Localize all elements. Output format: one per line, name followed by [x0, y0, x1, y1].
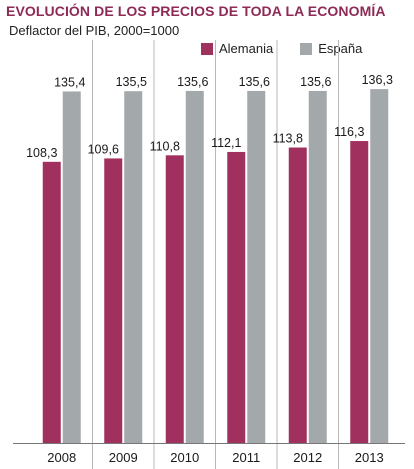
x-tick-label-2008: 2008: [47, 450, 76, 465]
bar-espana-2010: [185, 90, 204, 443]
x-tick-label-2010: 2010: [170, 450, 199, 465]
chart-subtitle: Deflactor del PIB, 2000=1000: [9, 23, 180, 38]
legend-item-alemania: Alemania: [201, 41, 273, 56]
legend-swatch-alemania: [201, 42, 213, 55]
legend-label-espana: España: [318, 41, 363, 56]
bar-espana-2008: [62, 91, 81, 443]
bar-espana-2013: [370, 89, 389, 444]
data-label-espana-2009: 135,5: [116, 75, 147, 89]
data-label-alemania-2013: 116,3: [334, 125, 364, 139]
bar-alemania-2009: [104, 158, 123, 444]
data-label-alemania-2009: 109,6: [88, 142, 119, 156]
legend-label-alemania: Alemania: [219, 41, 274, 56]
x-tick-label-2013: 2013: [355, 450, 384, 465]
data-label-alemania-2011: 112,1: [211, 136, 241, 150]
bar-alemania-2013: [350, 141, 369, 443]
data-label-alemania-2010: 110,8: [150, 139, 180, 153]
chart-legend: Alemania España: [201, 41, 389, 56]
bar-alemania-2012: [288, 147, 307, 443]
bar-espana-2011: [247, 90, 266, 443]
bar-alemania-2008: [42, 161, 61, 443]
data-label-espana-2012: 135,6: [300, 75, 331, 89]
data-label-espana-2010: 135,6: [177, 75, 208, 89]
x-tick-label-2009: 2009: [109, 450, 138, 465]
data-label-espana-2013: 136,3: [362, 73, 393, 87]
data-label-espana-2008: 135,4: [54, 75, 85, 89]
bar-espana-2009: [124, 91, 143, 444]
x-tick-label-2012: 2012: [293, 450, 322, 465]
legend-swatch-espana: [300, 42, 313, 55]
data-label-alemania-2008: 108,3: [26, 146, 57, 160]
bar-alemania-2010: [165, 155, 184, 443]
data-label-alemania-2012: 113,8: [273, 132, 303, 146]
data-label-espana-2011: 135,6: [239, 75, 270, 89]
legend-item-espana: España: [300, 41, 362, 56]
x-tick-label-2011: 2011: [232, 450, 260, 465]
bar-alemania-2011: [227, 151, 246, 443]
chart-title: EVOLUCIÓN DE LOS PRECIOS DE TODA LA ECON…: [6, 3, 386, 19]
bar-espana-2012: [308, 90, 327, 443]
